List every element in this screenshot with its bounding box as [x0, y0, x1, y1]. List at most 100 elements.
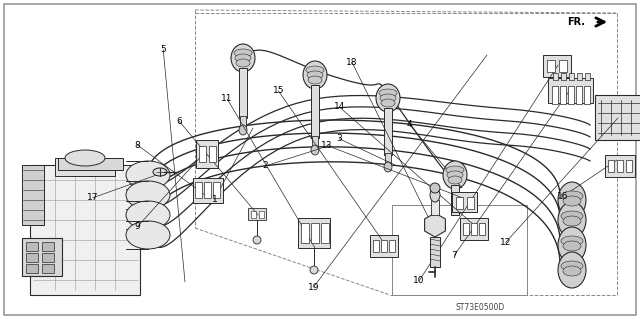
Text: 10: 10 — [413, 276, 425, 285]
Bar — [373, 240, 379, 252]
Bar — [311, 85, 319, 138]
Text: 19: 19 — [308, 283, 319, 292]
Bar — [576, 86, 582, 104]
Ellipse shape — [126, 181, 170, 209]
Bar — [559, 60, 567, 72]
Ellipse shape — [231, 44, 255, 72]
Bar — [193, 178, 223, 203]
Ellipse shape — [126, 161, 170, 189]
Bar — [196, 140, 218, 168]
Polygon shape — [424, 213, 445, 237]
Bar — [471, 223, 477, 235]
Bar — [381, 240, 387, 252]
Text: 8: 8 — [135, 141, 140, 150]
Ellipse shape — [561, 211, 583, 221]
Ellipse shape — [561, 191, 583, 201]
Bar — [209, 146, 216, 162]
Bar — [199, 146, 206, 162]
Bar — [547, 60, 555, 72]
Text: 17: 17 — [87, 193, 99, 202]
Bar — [26, 264, 38, 273]
Ellipse shape — [65, 150, 105, 166]
Bar — [467, 197, 474, 209]
Bar — [22, 165, 44, 225]
Ellipse shape — [563, 266, 581, 276]
Bar — [259, 211, 264, 218]
Text: 12: 12 — [500, 238, 511, 247]
Ellipse shape — [443, 161, 467, 189]
Bar — [195, 182, 202, 198]
Bar — [605, 155, 635, 177]
Bar — [617, 160, 623, 172]
Ellipse shape — [308, 76, 322, 84]
Bar — [577, 73, 582, 80]
Ellipse shape — [253, 236, 261, 244]
Ellipse shape — [430, 188, 440, 202]
Bar — [312, 136, 318, 150]
Text: 2: 2 — [263, 161, 268, 170]
Bar — [55, 158, 115, 176]
Ellipse shape — [563, 241, 581, 251]
Bar — [251, 211, 256, 218]
Bar — [569, 73, 574, 80]
Ellipse shape — [563, 216, 581, 226]
Bar — [42, 264, 54, 273]
Bar — [430, 237, 440, 267]
Bar — [608, 160, 614, 172]
Ellipse shape — [558, 182, 586, 218]
Text: 18: 18 — [346, 58, 358, 67]
Text: FR.: FR. — [567, 17, 585, 27]
Bar — [384, 108, 392, 155]
Bar — [22, 238, 62, 276]
Ellipse shape — [311, 145, 319, 155]
Bar — [584, 86, 590, 104]
Text: 14: 14 — [333, 102, 345, 111]
Bar — [552, 86, 558, 104]
Bar — [392, 205, 527, 295]
Text: 13: 13 — [321, 141, 332, 150]
Ellipse shape — [307, 71, 323, 79]
Bar — [543, 55, 571, 77]
Text: 15: 15 — [273, 86, 284, 95]
Bar — [58, 158, 123, 170]
Ellipse shape — [126, 221, 170, 249]
Text: 1: 1 — [212, 195, 217, 204]
Text: 4: 4 — [407, 120, 412, 129]
Ellipse shape — [430, 183, 440, 193]
Ellipse shape — [448, 176, 462, 184]
Bar — [548, 78, 593, 103]
Bar — [248, 208, 266, 220]
Ellipse shape — [126, 201, 170, 229]
Bar — [460, 218, 488, 240]
Bar — [561, 73, 566, 80]
Ellipse shape — [306, 66, 324, 74]
Ellipse shape — [561, 236, 583, 246]
Bar — [213, 182, 220, 198]
Bar — [311, 223, 319, 243]
Text: 3: 3 — [337, 134, 342, 143]
Bar — [568, 86, 574, 104]
Ellipse shape — [379, 89, 397, 97]
Text: ST73E0500D: ST73E0500D — [456, 303, 504, 313]
Ellipse shape — [234, 49, 252, 57]
Text: 16: 16 — [557, 192, 569, 201]
Ellipse shape — [558, 202, 586, 238]
Bar — [452, 192, 477, 212]
Bar — [42, 242, 54, 251]
Bar — [431, 200, 439, 215]
Bar — [456, 197, 463, 209]
Ellipse shape — [563, 196, 581, 206]
Ellipse shape — [558, 227, 586, 263]
Bar — [239, 68, 247, 118]
Ellipse shape — [446, 166, 464, 174]
Ellipse shape — [239, 125, 247, 135]
Bar — [42, 253, 54, 262]
Ellipse shape — [381, 99, 395, 107]
Bar — [204, 182, 211, 198]
Text: 11: 11 — [221, 94, 233, 103]
Text: 7: 7 — [452, 251, 457, 260]
Text: 5: 5 — [161, 45, 166, 54]
Ellipse shape — [310, 266, 318, 274]
Ellipse shape — [235, 54, 251, 62]
Ellipse shape — [380, 94, 396, 102]
